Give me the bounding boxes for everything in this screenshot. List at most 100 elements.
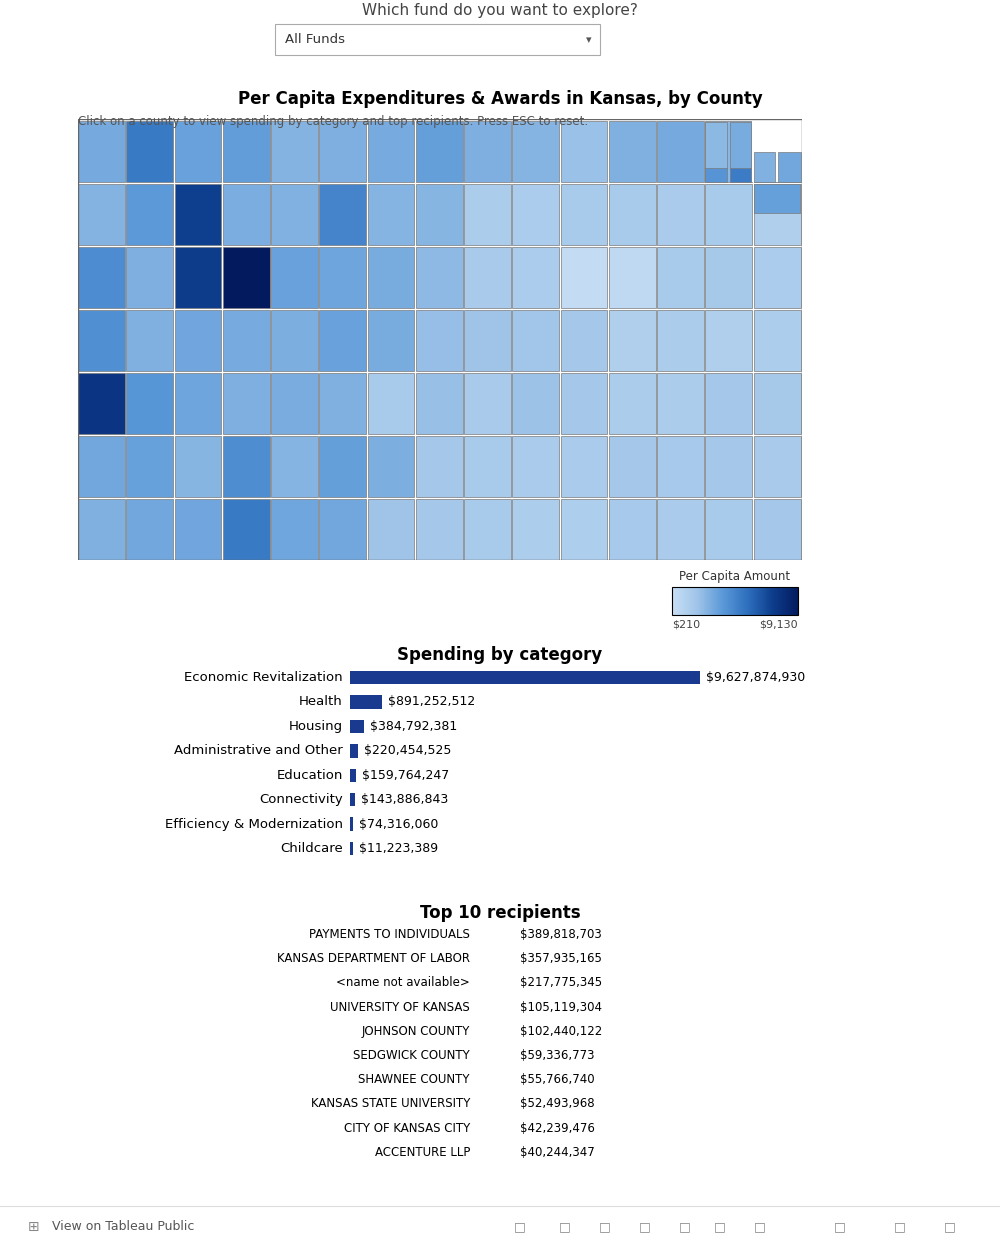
Bar: [657, 373, 704, 433]
Bar: [271, 498, 318, 560]
Bar: [175, 184, 221, 245]
Bar: [126, 247, 173, 308]
Bar: [175, 498, 221, 560]
Bar: [223, 121, 270, 182]
Bar: [126, 373, 173, 433]
Text: Which fund do you want to explore?: Which fund do you want to explore?: [362, 4, 638, 19]
Text: JOHNSON COUNTY: JOHNSON COUNTY: [362, 1025, 470, 1038]
Bar: [319, 184, 366, 245]
Bar: [705, 168, 727, 182]
Text: <name not available>: <name not available>: [336, 977, 470, 989]
Text: □: □: [599, 1221, 611, 1233]
Bar: [126, 121, 173, 182]
Bar: [368, 309, 414, 371]
Text: Per Capita Expenditures & Awards in Kansas, by County: Per Capita Expenditures & Awards in Kans…: [238, 90, 762, 108]
Bar: [223, 309, 270, 371]
Text: ACCENTURE LLP: ACCENTURE LLP: [375, 1146, 470, 1159]
Bar: [705, 247, 752, 308]
Bar: [319, 436, 366, 497]
Bar: [126, 498, 173, 560]
Bar: [271, 309, 318, 371]
Bar: [512, 309, 559, 371]
Text: Connectivity: Connectivity: [259, 794, 343, 806]
Bar: [271, 184, 318, 245]
Bar: [778, 153, 801, 182]
Bar: [126, 436, 173, 497]
Text: ▾: ▾: [586, 35, 592, 45]
Bar: [78, 184, 125, 245]
Bar: [561, 247, 607, 308]
Bar: [464, 121, 511, 182]
Text: $891,252,512: $891,252,512: [388, 696, 476, 709]
Bar: [512, 121, 559, 182]
Bar: [350, 720, 364, 734]
Text: $357,935,165: $357,935,165: [520, 953, 602, 965]
Text: □: □: [714, 1221, 726, 1233]
Bar: [609, 184, 656, 245]
Bar: [416, 373, 463, 433]
Text: $159,764,247: $159,764,247: [362, 769, 449, 781]
Bar: [78, 436, 125, 497]
Bar: [319, 247, 366, 308]
Bar: [754, 153, 775, 182]
Bar: [319, 373, 366, 433]
Bar: [416, 184, 463, 245]
Text: $40,244,347: $40,244,347: [520, 1146, 595, 1159]
Bar: [561, 436, 607, 497]
Text: Top 10 recipients: Top 10 recipients: [420, 904, 580, 921]
Bar: [730, 123, 751, 169]
Text: □: □: [639, 1221, 651, 1233]
Text: Administrative and Other: Administrative and Other: [174, 745, 343, 757]
Text: $9,627,874,930: $9,627,874,930: [706, 671, 805, 684]
Text: SEDGWICK COUNTY: SEDGWICK COUNTY: [353, 1049, 470, 1062]
Bar: [754, 309, 801, 371]
Text: Economic Revitalization: Economic Revitalization: [184, 671, 343, 684]
Bar: [705, 498, 752, 560]
Text: Spending by category: Spending by category: [397, 646, 603, 664]
Bar: [78, 373, 125, 433]
Bar: [609, 247, 656, 308]
Bar: [175, 309, 221, 371]
Bar: [368, 184, 414, 245]
Bar: [368, 498, 414, 560]
Bar: [609, 498, 656, 560]
Bar: [223, 436, 270, 497]
Bar: [754, 498, 801, 560]
Bar: [223, 498, 270, 560]
Bar: [271, 247, 318, 308]
Bar: [350, 671, 700, 685]
Text: □: □: [894, 1221, 906, 1233]
Text: KANSAS DEPARTMENT OF LABOR: KANSAS DEPARTMENT OF LABOR: [277, 953, 470, 965]
Bar: [175, 121, 221, 182]
Text: Click on a county to view spending by category and top recipients. Press ESC to : Click on a county to view spending by ca…: [78, 115, 588, 128]
Text: View on Tableau Public: View on Tableau Public: [52, 1221, 194, 1233]
Bar: [416, 498, 463, 560]
Bar: [416, 247, 463, 308]
Text: SHAWNEE COUNTY: SHAWNEE COUNTY: [358, 1073, 470, 1087]
Bar: [705, 123, 727, 169]
Bar: [464, 498, 511, 560]
Text: $217,775,345: $217,775,345: [520, 977, 602, 989]
Text: □: □: [679, 1221, 691, 1233]
Bar: [368, 436, 414, 497]
Text: Per Capita Amount: Per Capita Amount: [679, 571, 791, 583]
Bar: [416, 436, 463, 497]
Bar: [350, 769, 356, 782]
Bar: [350, 793, 355, 806]
Text: $389,818,703: $389,818,703: [520, 928, 602, 942]
Bar: [705, 436, 752, 497]
Text: □: □: [754, 1221, 766, 1233]
Text: UNIVERSITY OF KANSAS: UNIVERSITY OF KANSAS: [330, 1000, 470, 1014]
Text: $102,440,122: $102,440,122: [520, 1025, 602, 1038]
Bar: [512, 184, 559, 245]
Text: □: □: [559, 1221, 571, 1233]
Text: $11,223,389: $11,223,389: [359, 843, 438, 855]
Bar: [752, 119, 803, 182]
Bar: [657, 498, 704, 560]
Bar: [705, 184, 752, 245]
Text: $9,130: $9,130: [759, 620, 798, 630]
Bar: [78, 247, 125, 308]
Bar: [657, 121, 704, 182]
Bar: [609, 121, 656, 182]
Bar: [464, 184, 511, 245]
